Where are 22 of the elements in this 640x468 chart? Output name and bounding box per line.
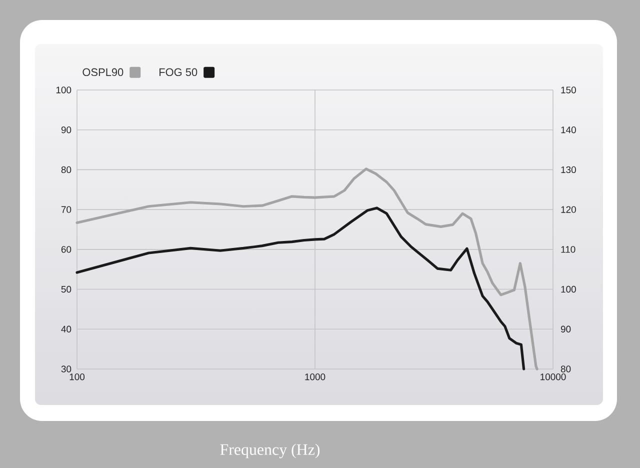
- y-tick-label: 50: [61, 286, 72, 293]
- x-axis-title: Frequency (Hz): [220, 444, 320, 458]
- x-tick-label: 100: [70, 374, 85, 380]
- y2-tick-label: 120: [561, 206, 576, 213]
- y-tick-label: 90: [61, 126, 72, 134]
- y-tick-label: 70: [61, 206, 72, 213]
- y2-tick-label: 150: [561, 86, 576, 94]
- y2-tick-label: 110: [561, 246, 576, 253]
- y-tick-label: 80: [61, 166, 72, 174]
- y2-tick-label: 80: [560, 366, 571, 372]
- x-tick-label: 10000: [540, 374, 566, 380]
- y-tick-label: 100: [56, 86, 72, 94]
- y-tick-label: 60: [61, 246, 72, 253]
- y2-tick-label: 130: [561, 166, 576, 174]
- legend-label: OSPL90: [82, 68, 124, 76]
- x-tick-label: 1000: [305, 374, 326, 380]
- y2-tick-label: 140: [561, 126, 576, 134]
- y-tick-label: 30: [61, 366, 72, 372]
- y2-tick-label: 100: [561, 286, 576, 293]
- y-tick-label: 40: [61, 326, 72, 332]
- y2-tick-label: 90: [560, 326, 571, 332]
- legend-label: FOG 50: [160, 68, 198, 76]
